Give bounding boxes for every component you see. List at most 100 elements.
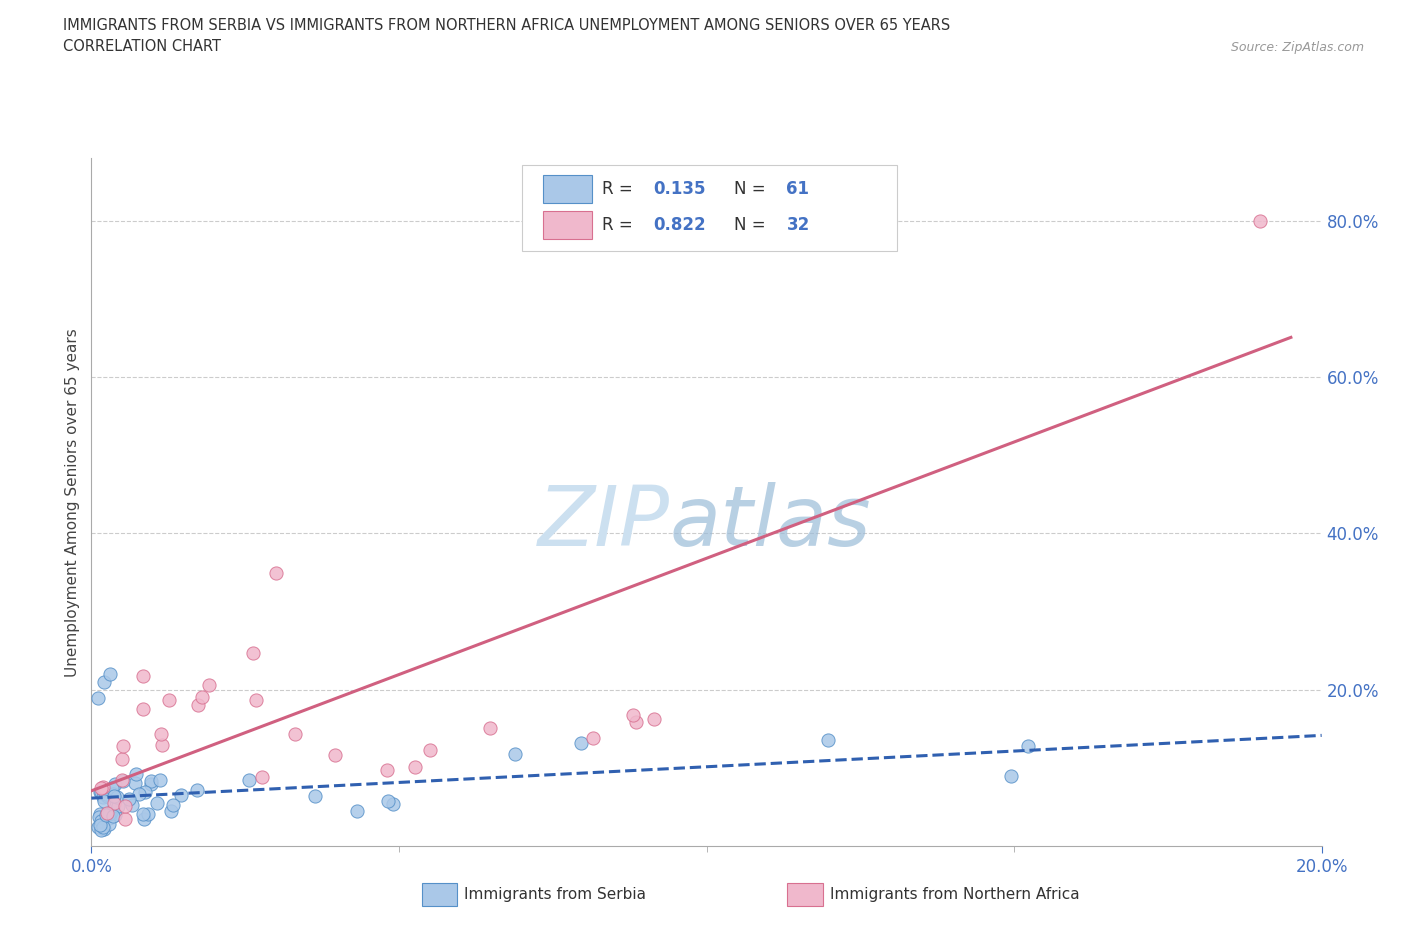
Point — [149, 772, 172, 787]
Text: ZIP: ZIP — [537, 483, 669, 564]
Text: R =: R = — [602, 180, 633, 198]
Text: Immigrants from Serbia: Immigrants from Serbia — [464, 887, 645, 902]
Point — [187, 698, 209, 712]
Point — [101, 787, 124, 802]
Point — [98, 667, 121, 682]
Point — [124, 776, 146, 790]
Point — [238, 772, 260, 787]
Point — [93, 794, 115, 809]
Point — [242, 645, 264, 660]
Point — [569, 736, 592, 751]
Point — [145, 795, 167, 810]
Point — [101, 809, 124, 824]
Point — [111, 751, 134, 766]
Point — [150, 737, 173, 752]
Point — [103, 789, 125, 804]
Point — [817, 733, 839, 748]
Point — [96, 789, 118, 804]
Point — [125, 767, 148, 782]
Point — [111, 773, 134, 788]
Point — [93, 674, 115, 689]
Point — [100, 805, 122, 820]
Point — [134, 785, 156, 800]
Point — [162, 798, 184, 813]
Point — [91, 783, 114, 798]
Point — [100, 786, 122, 801]
FancyBboxPatch shape — [543, 211, 592, 239]
Point — [190, 689, 212, 704]
Point — [1000, 769, 1022, 784]
Point — [264, 565, 287, 580]
FancyBboxPatch shape — [522, 165, 897, 251]
Point — [1017, 738, 1039, 753]
Point — [131, 701, 153, 716]
Point — [90, 781, 112, 796]
Text: IMMIGRANTS FROM SERBIA VS IMMIGRANTS FROM NORTHERN AFRICA UNEMPLOYMENT AMONG SEN: IMMIGRANTS FROM SERBIA VS IMMIGRANTS FRO… — [63, 18, 950, 33]
Text: N =: N = — [734, 180, 765, 198]
Point — [87, 810, 110, 825]
Point — [104, 777, 127, 791]
Text: Immigrants from Northern Africa: Immigrants from Northern Africa — [830, 887, 1080, 902]
Point — [170, 788, 193, 803]
Point — [89, 806, 111, 821]
Point — [90, 785, 112, 800]
Point — [818, 213, 841, 228]
Point — [90, 823, 112, 838]
Text: N =: N = — [734, 216, 765, 233]
Text: atlas: atlas — [669, 483, 872, 564]
Point — [1249, 213, 1271, 228]
Point — [132, 668, 155, 683]
Point — [118, 792, 141, 807]
Point — [103, 796, 125, 811]
Point — [136, 806, 159, 821]
Point — [186, 783, 208, 798]
Point — [97, 810, 120, 825]
Text: R =: R = — [602, 216, 633, 233]
Text: 32: 32 — [786, 216, 810, 233]
Point — [149, 726, 172, 741]
Point — [377, 794, 399, 809]
Text: CORRELATION CHART: CORRELATION CHART — [63, 39, 221, 54]
Point — [103, 798, 125, 813]
Point — [89, 817, 111, 832]
Text: 0.822: 0.822 — [654, 216, 706, 233]
Point — [157, 692, 180, 707]
Point — [581, 730, 603, 745]
Point — [97, 806, 120, 821]
Point — [111, 738, 134, 753]
Point — [623, 708, 645, 723]
Point — [198, 677, 221, 692]
Point — [114, 812, 136, 827]
Text: 61: 61 — [786, 180, 810, 198]
Y-axis label: Unemployment Among Seniors over 65 years: Unemployment Among Seniors over 65 years — [65, 328, 80, 677]
Point — [104, 808, 127, 823]
Point — [86, 690, 108, 705]
Point — [121, 798, 143, 813]
Point — [94, 787, 117, 802]
Point — [97, 817, 120, 831]
Point — [93, 821, 115, 836]
Point — [90, 814, 112, 829]
Point — [346, 804, 368, 818]
Point — [404, 760, 426, 775]
Text: 0.135: 0.135 — [654, 180, 706, 198]
FancyBboxPatch shape — [543, 176, 592, 203]
Point — [323, 747, 346, 762]
Point — [284, 726, 307, 741]
Point — [419, 743, 441, 758]
Point — [503, 747, 526, 762]
Point — [114, 799, 136, 814]
Point — [245, 693, 267, 708]
Point — [91, 780, 114, 795]
Point — [479, 721, 502, 736]
Point — [111, 773, 134, 788]
Point — [91, 819, 114, 834]
Point — [107, 798, 129, 813]
Text: Source: ZipAtlas.com: Source: ZipAtlas.com — [1230, 41, 1364, 54]
Point — [160, 804, 183, 818]
Point — [250, 770, 273, 785]
Point — [94, 807, 117, 822]
Point — [132, 812, 155, 827]
Point — [128, 787, 150, 802]
Point — [141, 774, 163, 789]
